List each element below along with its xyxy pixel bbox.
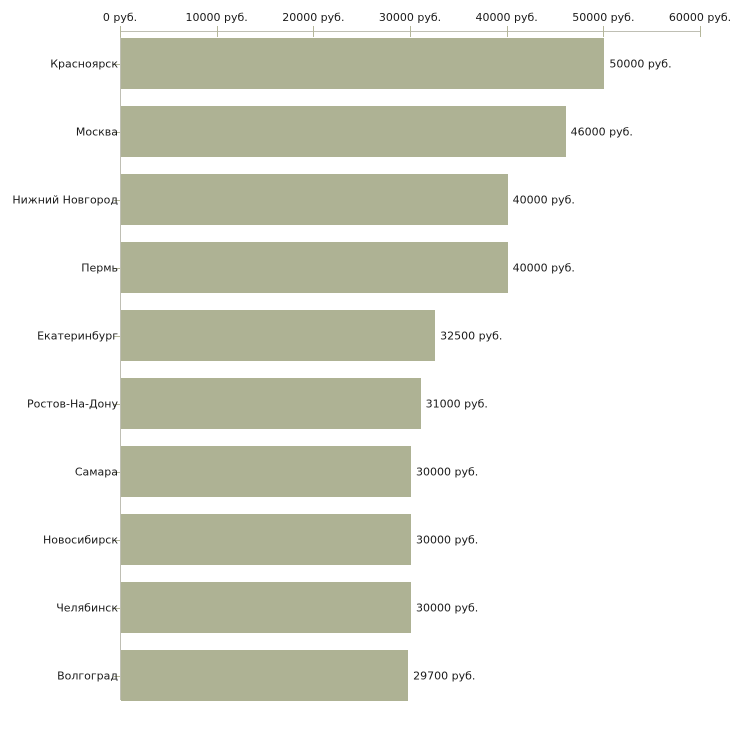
y-axis-category-label: Нижний Новгород	[12, 193, 118, 206]
x-axis-tick-label: 50000 руб.	[572, 11, 635, 24]
bar-value-label: 32500 руб.	[440, 329, 503, 342]
x-axis-tick	[313, 26, 315, 37]
bar-value-label: 30000 руб.	[416, 601, 479, 614]
bar-value-label: 46000 руб.	[570, 125, 633, 138]
y-axis-tick	[114, 335, 120, 337]
x-axis-tick-label: 40000 руб.	[475, 11, 538, 24]
y-axis-category-label: Самара	[74, 465, 118, 478]
bar-value-label: 40000 руб.	[512, 261, 575, 274]
y-axis-category-label: Пермь	[81, 261, 118, 274]
y-axis-tick	[114, 267, 120, 269]
y-axis-tick	[114, 539, 120, 541]
bar[interactable]	[121, 174, 508, 225]
bar[interactable]	[121, 38, 605, 89]
x-axis-tick	[603, 26, 605, 37]
bar-value-label: 31000 руб.	[425, 397, 488, 410]
y-axis-tick	[114, 403, 120, 405]
y-axis-tick	[114, 131, 120, 133]
x-axis-tick	[120, 26, 121, 37]
bar[interactable]	[121, 650, 409, 701]
x-axis-tick	[506, 26, 508, 37]
x-axis-tick-label: 0 руб.	[102, 11, 138, 24]
y-axis-category-label: Красноярск	[50, 57, 118, 70]
bar-value-label: 29700 руб.	[413, 669, 476, 682]
y-axis-category-label: Челябинск	[56, 601, 118, 614]
y-axis-category-label: Ростов-На-Дону	[26, 397, 118, 410]
bar-value-label: 40000 руб.	[512, 193, 575, 206]
y-axis-tick	[114, 63, 120, 65]
x-axis-tick	[700, 26, 701, 37]
bar-value-label: 30000 руб.	[416, 465, 479, 478]
bar[interactable]	[121, 378, 421, 429]
bar[interactable]	[121, 310, 436, 361]
y-axis-line	[120, 31, 121, 700]
x-axis-tick	[216, 26, 218, 37]
y-axis-tick	[114, 675, 120, 677]
y-axis-category-label: Волгоград	[57, 669, 118, 682]
x-axis-tick-label: 20000 руб.	[282, 11, 345, 24]
bar[interactable]	[121, 582, 411, 633]
bar[interactable]	[121, 446, 411, 497]
y-axis-tick	[114, 199, 120, 201]
bar[interactable]	[121, 106, 566, 157]
bar[interactable]	[121, 242, 508, 293]
y-axis-tick	[114, 607, 120, 609]
y-axis-category-label: Новосибирск	[42, 533, 118, 546]
x-axis-tick-label: 30000 руб.	[378, 11, 442, 24]
y-axis-tick	[114, 471, 120, 473]
y-axis-category-label: Москва	[75, 125, 118, 138]
x-axis-tick-label: 10000 руб.	[185, 11, 248, 24]
bar-value-label: 50000 руб.	[609, 57, 672, 70]
x-axis-tick-label: 60000 руб.	[668, 11, 730, 24]
x-axis-tick	[410, 26, 411, 37]
bar[interactable]	[121, 514, 411, 565]
y-axis-category-label: Екатеринбург	[37, 329, 118, 342]
bar-value-label: 30000 руб.	[416, 533, 479, 546]
